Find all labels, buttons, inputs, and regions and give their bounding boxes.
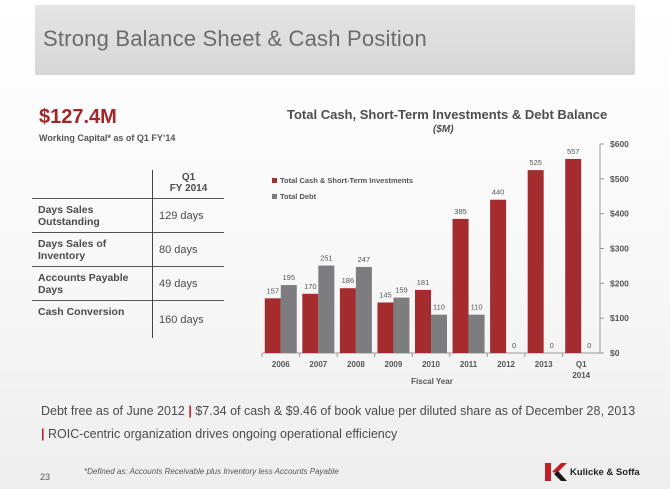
- x-tick-label: 2010: [422, 360, 440, 369]
- data-label: 159: [395, 286, 408, 295]
- table-header-line2: FY 2014: [169, 183, 208, 194]
- legend-swatch: [272, 178, 277, 183]
- table-header-period: Q1 FY 2014: [152, 170, 224, 199]
- bar-debt: [280, 285, 297, 353]
- y-tick-label: $300: [610, 244, 629, 254]
- table-row: Accounts Payable Days 49 days: [32, 266, 224, 301]
- legend-label: Total Cash & Short-Term Investments: [280, 176, 413, 185]
- row-value: 160 days: [152, 300, 224, 338]
- row-label: Days Sales Outstanding: [32, 198, 153, 233]
- y-tick-label: $600: [610, 139, 629, 149]
- row-label: Cash Conversion: [32, 300, 153, 338]
- bar-cash: [302, 293, 319, 353]
- bar-debt: [431, 314, 447, 353]
- data-label: 440: [492, 188, 505, 197]
- x-tick-label: 2009: [385, 360, 403, 369]
- data-label: 0: [550, 341, 554, 350]
- data-label: 0: [512, 341, 516, 350]
- bar-cash: [377, 302, 394, 353]
- row-value: 49 days: [152, 266, 224, 301]
- y-tick-label: $0: [610, 348, 620, 358]
- ks-logo-icon: [545, 463, 567, 481]
- legend-label: Total Debt: [280, 192, 317, 201]
- data-label: 0: [587, 341, 591, 350]
- data-label: 110: [433, 303, 445, 312]
- page-number: 23: [40, 472, 51, 482]
- bar-cash: [527, 170, 544, 353]
- footnote: *Defined as: Accounts Receivable plus In…: [84, 467, 339, 476]
- x-tick-label: 2013: [535, 360, 553, 369]
- x-tick-label-line2: 2014: [572, 371, 590, 380]
- bar-cash: [565, 158, 582, 353]
- data-label: 195: [283, 273, 296, 282]
- chart-subtitle: ($M): [433, 124, 454, 135]
- table-row: Days Sales Outstanding 129 days: [32, 198, 224, 233]
- working-capital-caption: Working Capital* as of Q1 FY’14: [39, 133, 176, 143]
- x-tick-label: Q1: [576, 360, 587, 369]
- x-tick-label: 2011: [460, 360, 478, 369]
- data-label: 181: [417, 278, 430, 287]
- title-bar: [35, 5, 635, 75]
- footer-separator: |: [188, 404, 192, 418]
- bar-debt: [468, 314, 485, 353]
- bar-debt: [355, 266, 372, 353]
- footer-part-3: ROIC-centric organization drives ongoing…: [47, 427, 398, 441]
- chart-title: Total Cash, Short-Term Investments & Deb…: [287, 107, 608, 122]
- bar-cash: [490, 199, 507, 353]
- legend-swatch: [272, 194, 277, 199]
- x-tick-label: 2007: [309, 360, 327, 369]
- bar-debt: [318, 265, 335, 353]
- data-label: 251: [320, 254, 333, 263]
- bar-cash: [339, 288, 356, 353]
- footer-part-2: $7.34 of cash & $9.46 of book value per …: [195, 404, 636, 418]
- y-tick-label: $400: [610, 209, 629, 219]
- slide-title: Strong Balance Sheet & Cash Position: [43, 26, 427, 51]
- footer-part-1: Debt free as of June 2012: [41, 404, 185, 418]
- logo-text: Kulicke & Soffa: [570, 466, 640, 478]
- data-label: 170: [304, 282, 317, 291]
- row-label: Days Sales of Inventory: [32, 232, 153, 267]
- y-tick-label: $500: [610, 174, 629, 184]
- bar-cash: [452, 218, 469, 353]
- data-label: 385: [454, 207, 467, 216]
- table-row: Days Sales of Inventory 80 days: [32, 232, 224, 267]
- bar-cash: [264, 298, 281, 353]
- company-logo: Kulicke & Soffa: [545, 463, 640, 481]
- working-capital-value: $127.4M: [39, 106, 117, 128]
- x-axis-title: Fiscal Year: [411, 377, 453, 386]
- data-label: 525: [529, 158, 542, 167]
- metrics-table: Q1 FY 2014 Days Sales Outstanding 129 da…: [32, 170, 224, 338]
- x-tick-label: 2006: [272, 360, 290, 369]
- table-row: Cash Conversion 160 days: [32, 300, 224, 338]
- x-tick-label: 2008: [347, 360, 365, 369]
- row-value: 80 days: [152, 232, 224, 267]
- bar-cash: [415, 289, 431, 353]
- data-label: 186: [342, 276, 355, 285]
- row-value: 129 days: [152, 198, 224, 233]
- data-label: 557: [567, 147, 580, 156]
- footer-separator: |: [41, 427, 45, 441]
- data-label: 145: [379, 290, 392, 299]
- footer-statement: Debt free as of June 2012 | $7.34 of cas…: [41, 400, 641, 446]
- data-label: 247: [358, 255, 371, 264]
- bar-debt: [393, 297, 410, 353]
- row-label: Accounts Payable Days: [32, 266, 153, 301]
- data-label: 110: [471, 303, 483, 312]
- data-label: 157: [267, 286, 280, 295]
- table-header-line1: Q1: [181, 172, 196, 183]
- x-tick-label: 2012: [497, 360, 515, 369]
- y-tick-label: $200: [610, 278, 629, 288]
- y-tick-label: $100: [610, 313, 629, 323]
